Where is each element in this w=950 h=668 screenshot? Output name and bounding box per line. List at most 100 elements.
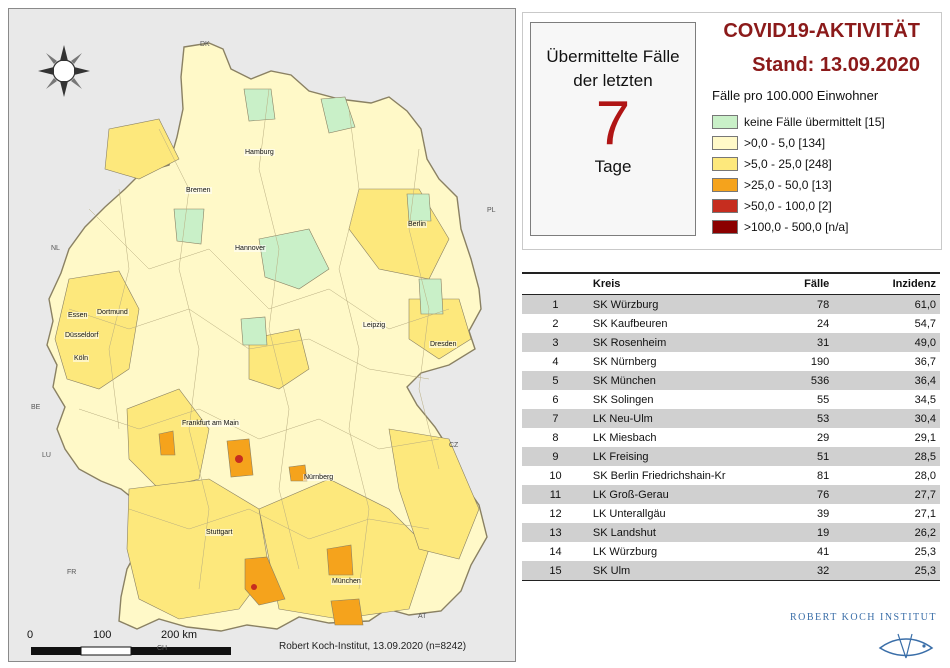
cell-inzidenz: 25,3 [833, 542, 940, 561]
legend-item: >25,0 - 50,0 [13] [712, 177, 832, 192]
report-date: Stand: 13.09.2020 [752, 54, 920, 76]
map-panel: DK PL NL BE LU CZ FR AT CH Hamburg Bremen Berlin Ha… [8, 8, 516, 662]
country-label-pl: PL [487, 207, 496, 214]
header-kreis: Kreis [588, 272, 747, 295]
country-label-ch: CH [157, 645, 168, 652]
table-row: 5 SK München 536 36,4 [522, 371, 940, 390]
cell-rank: 8 [522, 428, 589, 447]
legend-item: keine Fälle übermittelt [15] [712, 114, 885, 129]
cell-rank: 14 [522, 542, 589, 561]
legend-item: >5,0 - 25,0 [248] [712, 156, 832, 171]
cell-faelle: 53 [746, 409, 834, 428]
legend-swatch [712, 114, 738, 129]
legend-label: >25,0 - 50,0 [13] [744, 177, 832, 192]
cell-inzidenz: 36,4 [833, 371, 940, 390]
table-row: 14 LK Würzburg 41 25,3 [522, 542, 940, 561]
cell-faelle: 51 [746, 447, 834, 466]
cell-kreis: SK Rosenheim [588, 333, 747, 352]
city-label: Dresden [429, 341, 458, 348]
cell-faelle: 29 [746, 428, 834, 447]
cell-inzidenz: 25,3 [833, 561, 940, 581]
top-districts-table: Kreis Fälle Inzidenz 1 SK Würzburg 78 61,0 2… [522, 272, 940, 581]
cell-rank: 12 [522, 504, 589, 523]
cell-kreis: SK Kaufbeuren [588, 314, 747, 333]
country-label-nl: NL [51, 245, 60, 252]
header-rank [522, 272, 589, 295]
cell-faelle: 31 [746, 333, 834, 352]
cell-kreis: LK Unterallgäu [588, 504, 747, 523]
city-label: Bremen [185, 187, 212, 194]
legend-item: >50,0 - 100,0 [2] [712, 198, 832, 213]
cell-inzidenz: 27,1 [833, 504, 940, 523]
country-label-cz: CZ [449, 442, 459, 449]
cell-kreis: LK Miesbach [588, 428, 747, 447]
legend-swatch [712, 219, 738, 234]
cell-inzidenz: 54,7 [833, 314, 940, 333]
scale-label-max: 200 km [161, 629, 198, 641]
cell-kreis: LK Freising [588, 447, 747, 466]
cell-inzidenz: 30,4 [833, 409, 940, 428]
cell-inzidenz: 28,5 [833, 447, 940, 466]
cell-kreis: SK München [588, 371, 747, 390]
rki-logo: ROBERT KOCH INSTITUT [790, 612, 950, 668]
legend-title: Fälle pro 100.000 Einwohner [712, 88, 879, 103]
legend-label: >50,0 - 100,0 [2] [744, 198, 832, 213]
city-label: München [331, 578, 362, 585]
cell-faelle: 24 [746, 314, 834, 333]
cell-inzidenz: 26,2 [833, 523, 940, 542]
country-label-fr: FR [67, 569, 77, 576]
legend-label: >5,0 - 25,0 [248] [744, 156, 832, 171]
legend-label: keine Fälle übermittelt [15] [744, 114, 885, 129]
cell-rank: 7 [522, 409, 589, 428]
days-box-text: Übermittelte Fälle der letzten [546, 47, 680, 90]
country-label-dk: DK [200, 41, 210, 48]
cell-rank: 13 [522, 523, 589, 542]
header-faelle: Fälle [746, 272, 834, 295]
table-row: 9 LK Freising 51 28,5 [522, 447, 940, 466]
city-label: Hannover [234, 245, 267, 252]
incidence-50-100-regions [235, 455, 257, 590]
city-label: Essen [67, 312, 89, 319]
country-label-at: AT [418, 613, 427, 620]
cell-faelle: 78 [746, 294, 834, 314]
table-row: 12 LK Unterallgäu 39 27,1 [522, 504, 940, 523]
legend-label: >0,0 - 5,0 [134] [744, 135, 826, 150]
cell-rank: 15 [522, 561, 589, 581]
table-row: 4 SK Nürnberg 190 36,7 [522, 352, 940, 371]
rki-logo-icon [878, 633, 934, 659]
district-borders [68, 88, 450, 590]
cell-rank: 10 [522, 466, 589, 485]
cell-rank: 9 [522, 447, 589, 466]
legend-item: >0,0 - 5,0 [134] [712, 135, 825, 150]
cell-kreis: LK Würzburg [588, 542, 747, 561]
cell-faelle: 41 [746, 542, 834, 561]
scale-bar [31, 646, 231, 656]
cell-kreis: SK Nürnberg [588, 352, 747, 371]
legend-swatch [712, 177, 738, 192]
cell-faelle: 190 [746, 352, 834, 371]
city-label: Dortmund [96, 309, 129, 316]
cell-inzidenz: 29,1 [833, 428, 940, 447]
table-row: 11 LK Groß-Gerau 76 27,7 [522, 485, 940, 504]
no-cases-regions [173, 88, 444, 346]
cell-kreis: LK Neu-Ulm [588, 409, 747, 428]
city-label: Stuttgart [205, 529, 234, 536]
days-box-number: 7 [595, 89, 631, 158]
legend-swatch [712, 135, 738, 150]
table-row: 13 SK Landshut 19 26,2 [522, 523, 940, 542]
cell-faelle: 55 [746, 390, 834, 409]
city-label: Nürnberg [303, 474, 335, 481]
country-label-be: BE [31, 404, 41, 411]
table-row: 2 SK Kaufbeuren 24 54,7 [522, 314, 940, 333]
legend-swatch [712, 156, 738, 171]
days-box: Übermittelte Fälle der letzten 7 Tage [530, 22, 696, 236]
cell-inzidenz: 28,0 [833, 466, 940, 485]
cell-rank: 1 [522, 294, 589, 314]
table-row: 7 LK Neu-Ulm 53 30,4 [522, 409, 940, 428]
city-label: Berlin [407, 221, 427, 228]
city-label: Leipzig [362, 322, 387, 329]
city-label: Frankfurt am Main [181, 420, 240, 427]
map-credit: Robert Koch-Institut, 13.09.2020 (n=8242… [279, 641, 467, 652]
table-row: 6 SK Solingen 55 34,5 [522, 390, 940, 409]
cell-inzidenz: 36,7 [833, 352, 940, 371]
